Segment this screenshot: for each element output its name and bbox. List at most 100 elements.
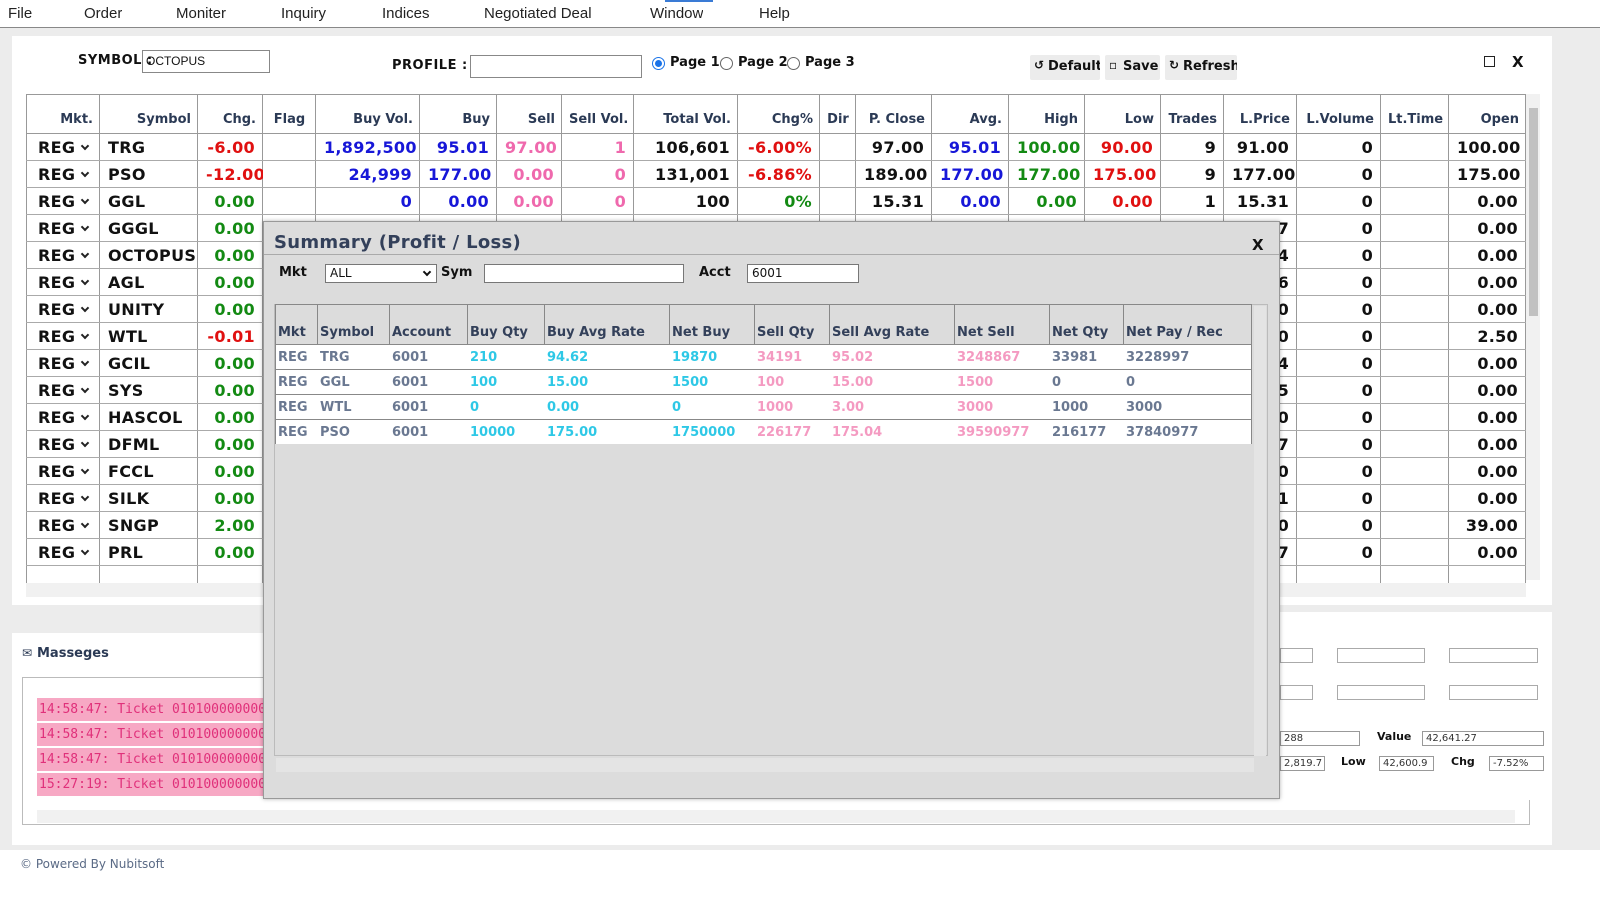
- column-divider: [99, 94, 100, 583]
- detail-input[interactable]: 2,819.7: [1280, 756, 1325, 771]
- detail-input[interactable]: 42,600.9: [1379, 756, 1434, 771]
- cell: 7: [1277, 543, 1289, 562]
- cell: 4: [1277, 354, 1289, 373]
- cell: 0: [1361, 354, 1373, 373]
- cell: 100.00: [1457, 138, 1521, 157]
- cell: -6.00: [207, 138, 255, 157]
- toolbar-button[interactable]: ↻ Refresh: [1165, 55, 1237, 80]
- column-header: Avg.: [969, 112, 1002, 127]
- cell: REG: [38, 327, 76, 346]
- toolbar-button[interactable]: ▫ Save: [1105, 55, 1160, 80]
- menu-item[interactable]: File: [8, 5, 33, 22]
- column-header: Trades: [1168, 112, 1217, 127]
- column-header: Sell: [527, 112, 555, 127]
- cell: 0.00: [1477, 543, 1518, 562]
- row-rule: [275, 344, 1252, 345]
- button-icon: ▫: [1109, 58, 1118, 72]
- toolbar-button[interactable]: ↺ Default: [1030, 55, 1100, 80]
- modal-title: Summary (Profit / Loss): [274, 232, 522, 253]
- detail-input[interactable]: [1280, 685, 1313, 700]
- detail-input[interactable]: [1280, 648, 1313, 663]
- menu-item[interactable]: Window: [650, 5, 704, 22]
- cell: 0: [1361, 489, 1373, 508]
- cell: 100: [695, 192, 730, 211]
- detail-input[interactable]: [1337, 648, 1425, 663]
- page-label[interactable]: Page 3: [805, 55, 855, 70]
- cell: REG: [278, 375, 308, 390]
- column-header: Net Buy: [672, 325, 731, 340]
- page-label[interactable]: Page 1: [670, 55, 720, 70]
- cell: GGGL: [108, 219, 159, 238]
- detail-label: Low: [1341, 755, 1366, 768]
- maximize-button[interactable]: [1484, 56, 1495, 67]
- menu-item[interactable]: Indices: [382, 5, 430, 22]
- market-select[interactable]: ALL: [325, 264, 437, 283]
- cell: REG: [38, 300, 76, 319]
- button-icon: ↻: [1169, 58, 1180, 72]
- menu-item[interactable]: Order: [84, 5, 123, 22]
- cell: 2.50: [1477, 327, 1518, 346]
- cell: 0: [614, 165, 626, 184]
- cell: 216177: [1052, 425, 1107, 440]
- cell: 0.00: [214, 381, 255, 400]
- symbol-input[interactable]: OCTOPUS: [142, 50, 270, 73]
- cell: 175.00: [547, 425, 598, 440]
- cell: 0.00: [214, 300, 255, 319]
- cell: TRG: [320, 350, 350, 365]
- cell: 3000: [957, 400, 994, 415]
- detail-input[interactable]: [1337, 685, 1425, 700]
- column-header: Sell Qty: [757, 325, 815, 340]
- cell: REG: [278, 400, 308, 415]
- menu-item[interactable]: Help: [759, 5, 790, 22]
- cell: 3.00: [832, 400, 865, 415]
- menu-item[interactable]: Inquiry: [281, 5, 327, 22]
- column-divider: [197, 94, 198, 583]
- detail-input[interactable]: -7.52%: [1489, 756, 1544, 771]
- row-rule: [26, 160, 1526, 161]
- cell: 175.04: [832, 425, 883, 440]
- column-divider: [1525, 94, 1526, 583]
- cell: 0.00: [214, 219, 255, 238]
- cell: 0: [1277, 327, 1289, 346]
- page-radio[interactable]: [652, 57, 665, 70]
- close-button[interactable]: X: [1512, 53, 1524, 71]
- account-filter[interactable]: 6001: [747, 264, 859, 283]
- symbol-filter[interactable]: [484, 264, 684, 283]
- column-header: Dir: [827, 112, 849, 127]
- cell: 6001: [392, 400, 429, 415]
- cell: REG: [38, 408, 76, 427]
- cell: REG: [38, 516, 76, 535]
- detail-input[interactable]: 288: [1280, 731, 1360, 746]
- column-header: Lt.Time: [1388, 112, 1444, 127]
- detail-label: Chg: [1451, 755, 1475, 768]
- cell: 1: [1204, 192, 1216, 211]
- menu-item[interactable]: Negotiated Deal: [484, 5, 592, 22]
- cell: -6.00%: [748, 138, 812, 157]
- column-header: Buy Vol.: [353, 112, 413, 127]
- cell: 0.00: [1477, 192, 1518, 211]
- detail-input[interactable]: [1449, 685, 1538, 700]
- cell: 6: [1277, 273, 1289, 292]
- cell: AGL: [108, 273, 145, 292]
- cell: PSO: [320, 425, 350, 440]
- menu-bar: [0, 0, 1600, 28]
- cell: 0: [1361, 543, 1373, 562]
- page-radio[interactable]: [720, 57, 733, 70]
- detail-input[interactable]: [1449, 648, 1538, 663]
- modal-close[interactable]: X: [1252, 236, 1264, 254]
- page-radio[interactable]: [787, 57, 800, 70]
- detail-input[interactable]: 42,641.27: [1422, 731, 1544, 746]
- cell: 0.00: [960, 192, 1001, 211]
- cell: -6.86%: [748, 165, 812, 184]
- cell: 9: [1204, 138, 1216, 157]
- column-header: Symbol: [320, 325, 375, 340]
- cell: 0: [1361, 273, 1373, 292]
- menu-item[interactable]: Moniter: [176, 5, 227, 22]
- page-label[interactable]: Page 2: [738, 55, 788, 70]
- cell: 0: [1361, 516, 1373, 535]
- cell: REG: [38, 435, 76, 454]
- symbol-label: SYMBOL :: [78, 53, 153, 68]
- cell: 0: [1361, 435, 1373, 454]
- profile-input[interactable]: [470, 55, 642, 78]
- cell: 0: [470, 400, 480, 415]
